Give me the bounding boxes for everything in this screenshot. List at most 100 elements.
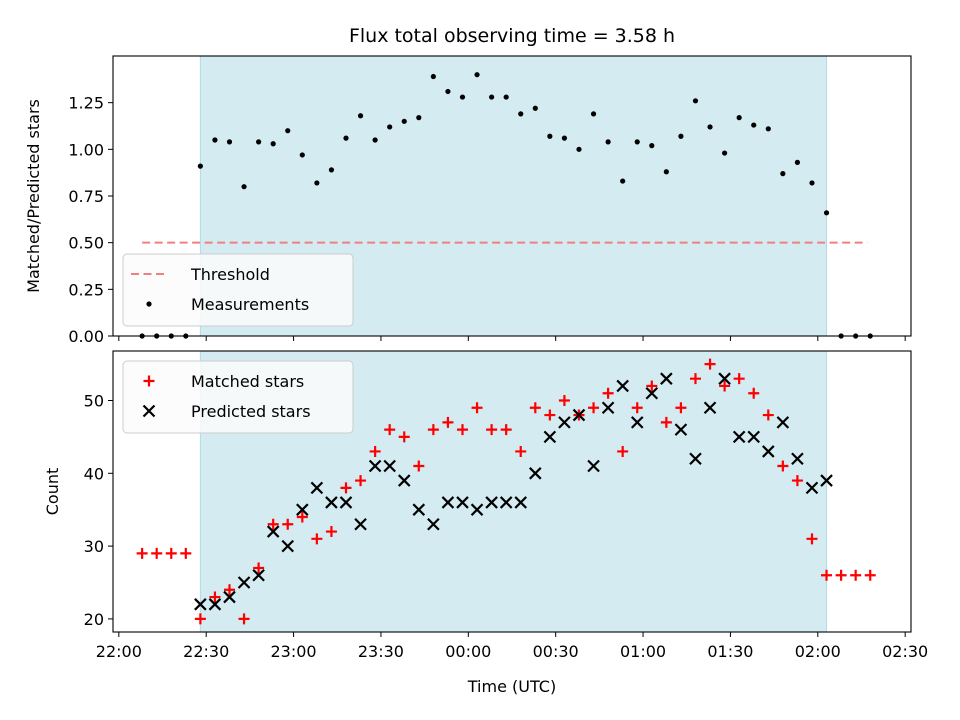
y-tick-label: 20 [84, 610, 104, 629]
data-point [282, 518, 294, 530]
ratio-panel: 0.00 0.25 0.50 0.75 1.00 1.25 Matched/Predicte… [24, 55, 912, 346]
data-point [340, 482, 352, 494]
legend-predicted-swatch [142, 404, 156, 418]
data-point [241, 184, 247, 190]
data-point [794, 159, 801, 165]
data-point [543, 430, 557, 444]
data-point [529, 402, 541, 414]
data-point [692, 98, 699, 104]
data-point [518, 111, 524, 117]
data-point [474, 72, 480, 78]
data-point [384, 424, 396, 436]
x-tick-label: 01:30 [707, 642, 753, 661]
data-point [398, 431, 410, 443]
x-tick-label: 02:00 [795, 642, 841, 661]
data-point [588, 402, 600, 414]
data-point [620, 178, 626, 184]
x-tick-label: 23:30 [358, 642, 404, 661]
data-point [296, 511, 308, 523]
x-tick-label: 23:00 [271, 642, 317, 661]
data-point [267, 518, 279, 530]
data-point [630, 416, 644, 429]
data-point [820, 474, 833, 487]
data-point [660, 372, 673, 385]
count-panel: 22:00 22:30 23:00 23:30 00:00 00:30 01:00 01:30… [43, 350, 928, 661]
x-tick-label: 22:30 [183, 642, 229, 661]
data-point [689, 452, 702, 466]
y-tick-label: 0.00 [68, 327, 104, 346]
data-point [515, 445, 527, 457]
data-point [587, 459, 600, 473]
data-point [266, 525, 280, 538]
data-point [747, 430, 761, 444]
legend-label: Matched stars [191, 372, 304, 391]
data-point [601, 401, 615, 415]
data-point [499, 496, 513, 509]
data-point [212, 137, 218, 143]
data-point [806, 533, 818, 545]
data-point [223, 590, 236, 604]
data-point [736, 115, 742, 121]
data-point [634, 139, 640, 145]
x-tick-label: 00:00 [445, 642, 491, 661]
data-point [456, 496, 469, 509]
data-point [223, 584, 235, 596]
legend-label: Measurements [191, 295, 309, 314]
legend: Threshold Measurements [122, 253, 354, 327]
data-point [605, 139, 611, 145]
y-tick-label: 1.00 [68, 140, 104, 159]
data-point [253, 562, 265, 574]
data-point [864, 569, 876, 581]
data-point [430, 73, 436, 80]
data-point [675, 402, 687, 414]
data-point [823, 210, 830, 216]
data-point [751, 122, 757, 128]
data-point [397, 474, 411, 487]
data-point [776, 416, 790, 429]
data-point [311, 533, 323, 545]
data-point [572, 408, 586, 422]
data-point [835, 569, 847, 581]
data-point [791, 452, 804, 466]
data-point [722, 150, 728, 156]
data-point [678, 133, 684, 139]
y-tick-label: 40 [84, 464, 104, 483]
data-point [208, 598, 222, 611]
data-point [314, 180, 320, 186]
data-point [703, 401, 717, 415]
data-point [503, 94, 509, 100]
x-axis-title: Time (UTC) [467, 677, 556, 696]
y-tick-label: 1.25 [68, 94, 104, 113]
data-point [354, 517, 367, 531]
legend-measurements-swatch [146, 301, 152, 307]
data-point [383, 459, 396, 473]
data-point [489, 94, 495, 100]
data-point [805, 481, 819, 495]
data-point [762, 445, 775, 458]
x-tick-label: 00:30 [533, 642, 579, 661]
series-predicted-stars [194, 372, 833, 611]
data-point [197, 163, 203, 169]
data-point [558, 416, 571, 429]
data-point [561, 135, 568, 141]
data-point [780, 171, 786, 177]
legend-matched-swatch [143, 375, 155, 387]
data-point [762, 409, 774, 421]
legend: Matched stars Predicted stars [122, 360, 354, 434]
data-point [732, 430, 746, 444]
data-point [529, 467, 542, 480]
data-point [310, 481, 324, 495]
data-point [500, 424, 512, 436]
data-point [674, 423, 688, 436]
data-point [252, 568, 265, 582]
data-point [299, 152, 305, 158]
legend-label: Predicted stars [191, 402, 311, 421]
data-point [459, 94, 466, 100]
data-point [649, 143, 655, 149]
data-point [704, 358, 716, 370]
data-point [547, 133, 553, 139]
y-tick-label: 0.75 [68, 187, 104, 206]
data-point [733, 373, 745, 385]
data-point [237, 576, 251, 589]
data-point [401, 118, 407, 124]
